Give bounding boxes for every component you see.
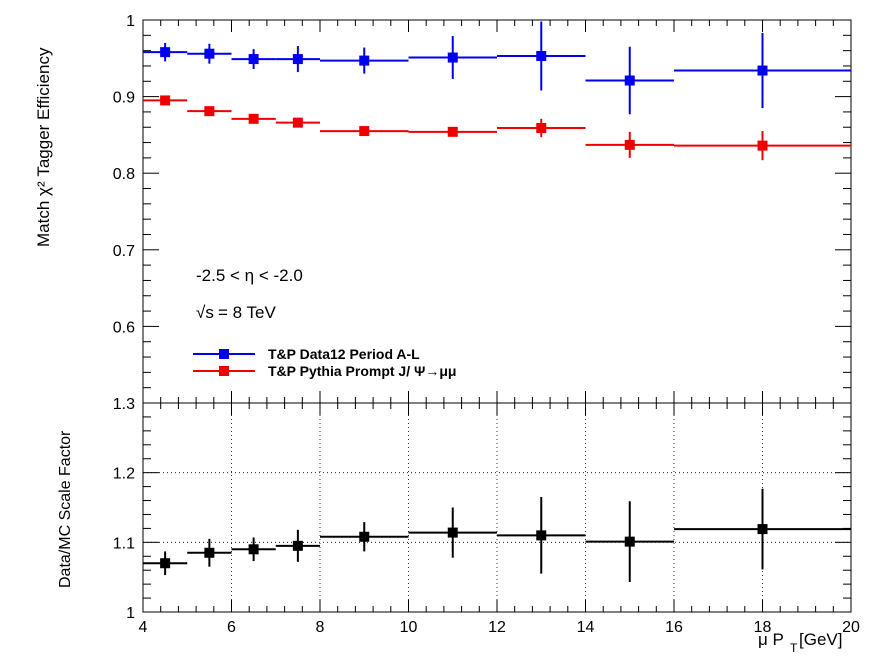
bottom-xtick-label: 20 [842,619,860,636]
top-series1-point-marker [292,117,303,128]
top-series0-point-marker [248,54,259,65]
top-ytick-label: 0.6 [113,319,135,336]
energy-value-label: = 8 TeV [218,303,276,322]
bottom-panel: 1.3 1.2 1.1 14 6 8 10 12 14 16 18 20 Data/MC Scale … [57,396,860,655]
top-series1-point-marker [757,140,768,151]
top-series0-point-marker [292,54,303,65]
top-series0-point-marker [359,55,370,66]
top-series1-point-marker [248,113,259,124]
top-series0-point-marker [447,52,458,63]
top-panel: 1 0.9 0.8 0.7 0.6 Match χ² Tagger Efficiency… [34,13,852,404]
top-series [143,21,851,161]
eta-range-annotation: -2.5 < η < -2.0 [196,266,303,285]
top-series1-point-marker [536,123,547,134]
legend-marker-mc [219,366,229,376]
bottom-series0-point [275,529,320,562]
x-axis-label-sub: T [790,641,798,655]
top-series1-point-marker [447,126,458,137]
bottom-series0-point [320,522,409,552]
energy-annotation: √s = 8 TeV [196,303,276,322]
bottom-series0-point [674,488,851,570]
x-axis-label-unit: [GeV] [799,630,842,649]
x-axis-label-main: μ P [758,630,784,649]
legend-label-mc: T&P Pythia Prompt J/ Ψ→μμ [268,363,456,379]
top-series1-point [585,131,674,158]
top-series0-point-marker [624,75,635,86]
top-series0-point [231,49,276,70]
bottom-series0-point-marker [757,524,768,535]
legend-entry-mc: T&P Pythia Prompt J/ Ψ→μμ [193,363,456,379]
x-axis-label: μ P T [GeV] [758,630,842,655]
top-series0-point [187,43,232,64]
bottom-xtick-label: 8 [316,619,325,636]
top-ytick-label: 0.9 [113,90,135,107]
bottom-xtick-label: 12 [488,619,506,636]
bottom-series0-point-marker [447,527,458,538]
legend-label-data: T&P Data12 Period A-L [268,346,420,362]
bottom-series0-point-marker [160,558,171,569]
bottom-series0-point [408,507,497,558]
top-ytick-label: 0.8 [113,166,135,183]
bottom-series0-point-marker [292,540,303,551]
bottom-series0-point-marker [536,530,547,541]
top-series1-point [408,126,497,137]
bottom-xtick-label: 6 [227,619,236,636]
bottom-axis-ticks: 1.3 1.2 1.1 14 6 8 10 12 14 16 18 20 [113,396,860,636]
bottom-xtick-label: 18 [754,619,772,636]
bottom-series0-point [143,551,188,576]
top-series1-point [674,131,851,161]
top-series1-point-marker [160,95,171,106]
legend-entry-data: T&P Data12 Period A-L [193,346,420,362]
legend: T&P Data12 Period A-L T&P Pythia Prompt … [193,346,456,379]
top-series1-point [275,117,320,128]
top-series1-point-marker [359,126,370,137]
bottom-xtick-label: 14 [577,619,595,636]
top-series0-point-marker [757,65,768,76]
bottom-ytick-label: 1.1 [113,535,135,552]
bottom-xtick-label: 16 [665,619,683,636]
top-ytick-label: 0.7 [113,243,135,260]
top-axis-ticks: 1 0.9 0.8 0.7 0.6 [113,13,852,404]
top-series0-point-marker [160,47,171,58]
top-ytick-label: 1 [126,13,135,30]
top-series0-point [408,36,497,79]
top-series0-point [585,46,674,115]
top-series1-point [231,113,276,124]
bottom-series0-point-marker [204,547,215,558]
top-series1-point-marker [624,139,635,150]
top-series1-point [143,95,188,106]
bottom-series0-point-marker [624,536,635,547]
bottom-y-axis-label: Data/MC Scale Factor [57,430,74,588]
bottom-xtick-label: 10 [400,619,418,636]
top-y-axis-label: Match χ² Tagger Efficiency [34,47,53,247]
bottom-series0-point-marker [359,531,370,542]
bottom-ytick-label: 1.2 [113,466,135,483]
top-series0-point [275,46,320,73]
top-series0-point-marker [204,48,215,59]
bottom-xtick-label: 4 [139,619,148,636]
bottom-series0-point [231,537,276,562]
top-series0-point-marker [536,51,547,62]
bottom-ytick-label: 1.3 [113,396,135,413]
top-series1-point [497,118,586,138]
top-series1-point-marker [204,106,215,117]
top-series1-point [187,106,232,117]
energy-sqrt-label: √s [196,303,214,322]
legend-marker-data [219,349,229,359]
bottom-series0-point [497,497,586,574]
top-series0-point [497,21,586,91]
top-series0-point [320,47,409,74]
bottom-series0-point-marker [248,544,259,555]
bottom-series0-point [585,501,674,583]
bottom-series [143,488,851,583]
top-series0-point [674,33,851,109]
bottom-series0-point [187,538,232,567]
top-series1-point [320,126,409,137]
top-series0-point [143,42,188,62]
bottom-ytick-label: 1 [126,605,135,622]
